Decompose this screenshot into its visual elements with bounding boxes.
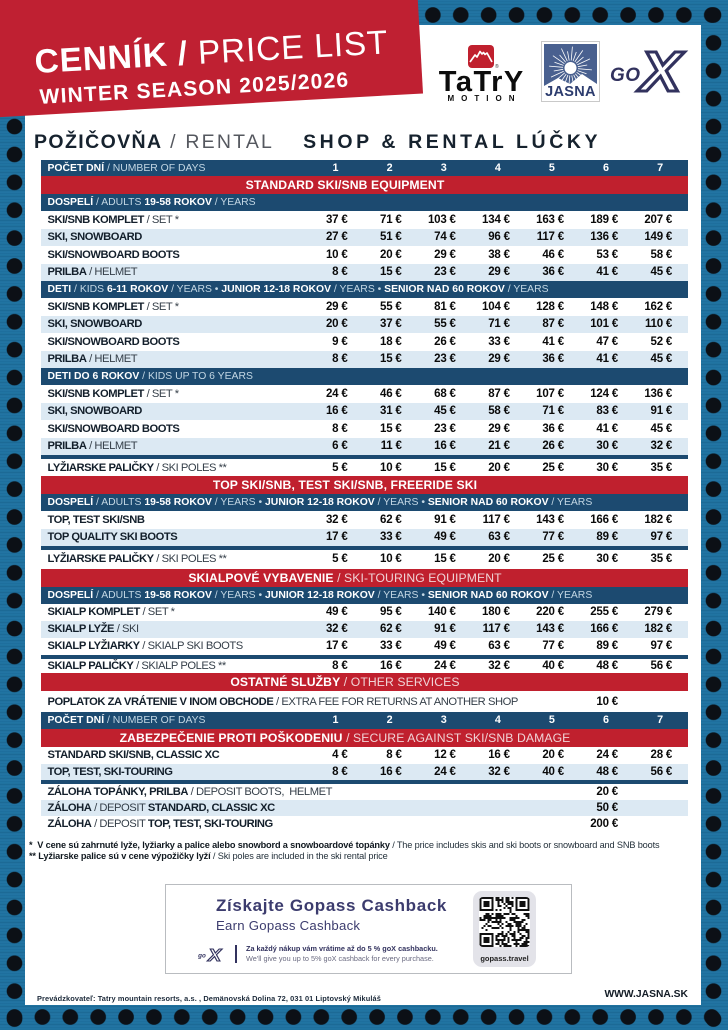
svg-text:JASNA: JASNA <box>545 84 596 99</box>
svg-text:X: X <box>637 48 685 94</box>
svg-text:go: go <box>198 953 206 960</box>
svg-text:GO: GO <box>610 65 641 86</box>
svg-text:X: X <box>207 946 223 964</box>
